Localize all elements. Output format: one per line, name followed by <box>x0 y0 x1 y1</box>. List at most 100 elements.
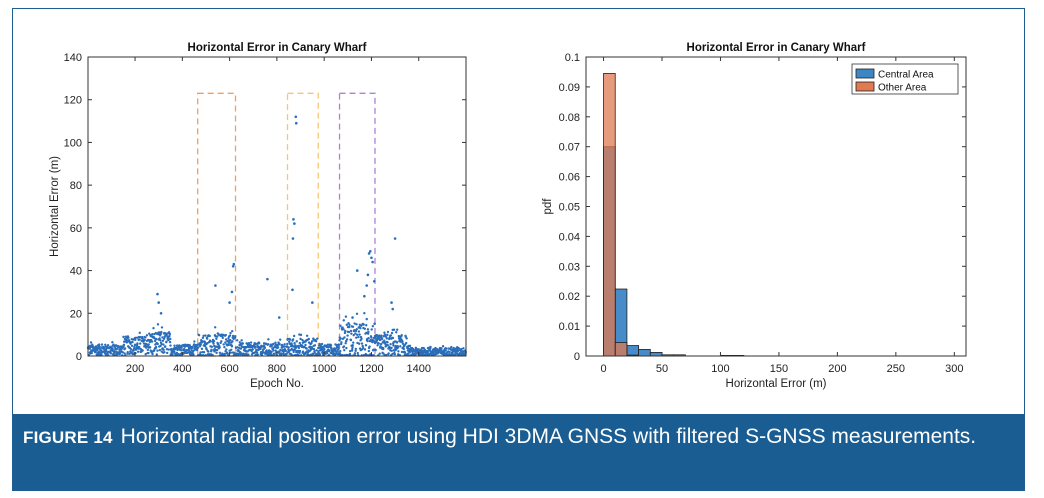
scatter-point <box>90 351 93 355</box>
scatter-point <box>156 342 159 346</box>
scatter-point <box>231 340 234 343</box>
scatter-point <box>134 338 137 342</box>
scatter-point <box>326 351 329 355</box>
scatter-point <box>375 334 379 337</box>
scatter-point <box>240 339 243 342</box>
caption-bar: FIGURE 14 Horizontal radial position erro… <box>13 414 1024 490</box>
scatter-point <box>336 348 340 351</box>
scatter-point <box>382 347 385 351</box>
scatter-point <box>130 344 134 348</box>
scatter-point-outlier <box>266 277 269 281</box>
scatter-point <box>125 338 128 342</box>
scatter-point <box>218 346 221 349</box>
scatter-point <box>380 337 384 340</box>
scatter-point <box>414 353 417 357</box>
scatter-point <box>367 349 371 353</box>
scatter-point <box>358 333 361 336</box>
scatter-point <box>138 346 141 349</box>
scatter-point <box>306 351 310 354</box>
histogram-bar-central <box>649 352 663 357</box>
scatter-point <box>138 338 141 341</box>
scatter-point-outlier <box>232 262 236 266</box>
scatter-point <box>155 337 158 341</box>
scatter-point <box>363 311 366 315</box>
scatter-point <box>361 346 365 350</box>
scatter-point <box>161 336 164 339</box>
scatter-point <box>224 341 227 344</box>
scatter-point <box>230 348 233 351</box>
right-chart-title: Horizontal Error in Canary Wharf <box>687 42 866 54</box>
scatter-point <box>127 336 130 339</box>
scatter-point <box>304 343 307 347</box>
scatter-point <box>316 337 319 340</box>
scatter-point <box>298 341 302 345</box>
scatter-point <box>315 349 318 352</box>
scatter-point <box>263 346 267 350</box>
scatter-point <box>366 328 370 331</box>
scatter-point <box>193 340 196 343</box>
scatter-point <box>376 344 379 347</box>
scatter-point <box>254 342 258 346</box>
scatter-point <box>178 344 181 347</box>
figure-label: FIGURE 14 <box>23 428 113 447</box>
scatter-point <box>340 341 343 344</box>
scatter-point <box>291 338 295 341</box>
scatter-point <box>241 342 245 345</box>
scatter-point <box>305 347 308 350</box>
legend-swatch <box>855 68 875 79</box>
scatter-point <box>299 337 302 341</box>
scatter-point <box>257 342 261 345</box>
scatter-point <box>151 352 154 356</box>
scatter-point <box>293 348 297 352</box>
y-tick-label: 0.04 <box>559 231 580 243</box>
scatter-point-outlier <box>156 292 159 296</box>
caption-text: Horizontal radial position error using H… <box>120 425 977 448</box>
scatter-point <box>136 350 140 353</box>
scatter-point <box>272 342 275 346</box>
scatter-point <box>160 330 163 334</box>
scatter-point <box>143 338 146 342</box>
histogram-bar-central <box>626 345 640 357</box>
scatter-point-outlier <box>291 237 295 240</box>
scatter-point-outlier <box>228 301 231 304</box>
scatter-point <box>202 334 205 337</box>
scatter-point <box>235 339 239 342</box>
scatter-point <box>342 345 346 348</box>
scatter-point <box>259 347 262 350</box>
scatter-point <box>153 339 157 343</box>
scatter-point <box>320 342 324 346</box>
scatter-point <box>345 346 348 350</box>
scatter-point <box>393 352 397 356</box>
x-tick-label: 300 <box>945 363 963 375</box>
caption: FIGURE 14 Horizontal radial position erro… <box>23 424 1014 451</box>
scatter-point <box>171 353 174 356</box>
scatter-point <box>356 351 359 355</box>
scatter-point <box>380 334 383 337</box>
scatter-point <box>341 326 344 329</box>
scatter-point <box>159 339 162 342</box>
scatter-point <box>344 329 347 333</box>
y-tick-label: 0.02 <box>559 291 580 303</box>
scatter-point <box>301 350 305 353</box>
scatter-point <box>152 326 155 330</box>
x-tick-label: 200 <box>828 363 846 375</box>
scatter-point <box>386 333 389 337</box>
scatter-point <box>103 352 107 355</box>
scatter-point <box>227 337 230 340</box>
x-tick-label: 150 <box>770 363 788 375</box>
scatter-point <box>162 337 166 340</box>
legend-label: Other Area <box>878 83 927 94</box>
scatter-point <box>287 350 291 353</box>
y-tick-label: 20 <box>70 308 82 320</box>
scatter-point <box>364 344 368 347</box>
scatter-point <box>169 337 172 341</box>
scatter-point <box>323 348 326 351</box>
scatter-point <box>249 343 252 347</box>
scatter-point <box>386 330 390 334</box>
scatter-point <box>216 342 220 346</box>
scatter-point <box>225 348 228 351</box>
scatter-point <box>204 334 207 337</box>
x-tick-label: 200 <box>126 363 144 375</box>
scatter-point <box>357 335 360 339</box>
scatter-point <box>334 347 337 351</box>
